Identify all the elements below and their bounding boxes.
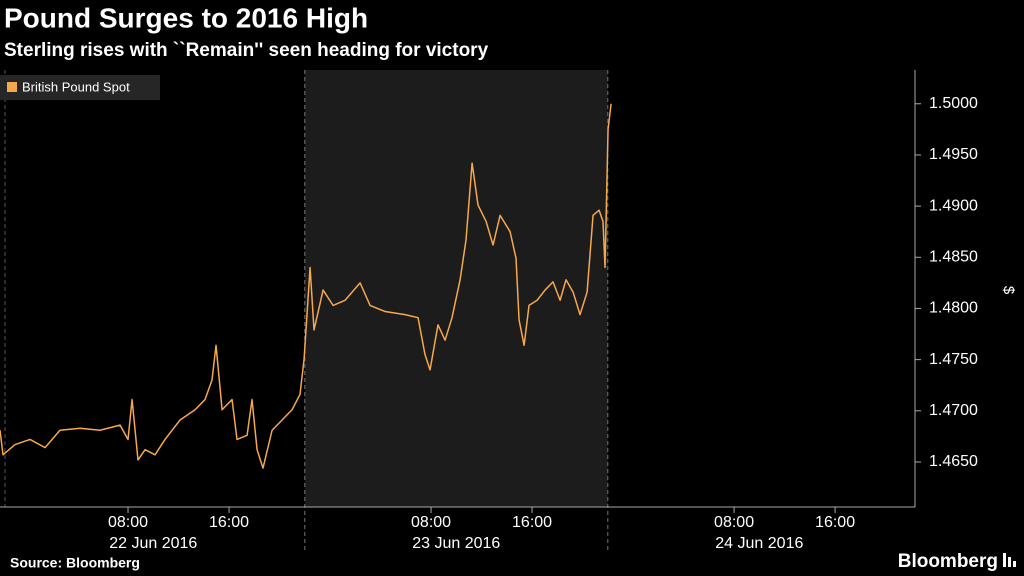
source: Source: Bloomberg [10,555,140,571]
shaded-band [304,70,608,507]
y-tick-label: 1.4650 [929,453,978,470]
x-tick-label: 08:00 [108,514,148,531]
day-label: 23 Jun 2016 [412,535,500,552]
x-tick-label: 16:00 [209,514,249,531]
y-axis-label: $ [1000,286,1017,295]
day-label: 22 Jun 2016 [109,535,197,552]
y-tick-label: 1.4900 [929,197,978,214]
x-tick-label: 16:00 [512,514,552,531]
x-tick-label: 16:00 [815,514,855,531]
y-tick-label: 1.4700 [929,402,978,419]
x-tick-label: 08:00 [714,514,754,531]
legend-label: British Pound Spot [22,79,130,94]
legend-swatch [7,82,17,92]
y-tick-label: 1.4950 [929,146,978,163]
brand-icon [1003,553,1006,567]
y-tick-label: 1.4750 [929,351,978,368]
day-label: 24 Jun 2016 [715,535,803,552]
legend-box [0,75,160,100]
y-tick-label: 1.4800 [929,300,978,317]
brand: Bloomberg [898,551,998,572]
x-tick-label: 08:00 [411,514,451,531]
chart-subtitle: Sterling rises with ``Remain'' seen head… [4,40,489,61]
chart-title: Pound Surges to 2016 High [4,2,368,33]
y-tick-label: 1.5000 [929,95,978,112]
y-tick-label: 1.4850 [929,249,978,266]
price-line [0,103,612,469]
brand-icon [1013,561,1016,567]
brand-icon [1008,557,1011,567]
